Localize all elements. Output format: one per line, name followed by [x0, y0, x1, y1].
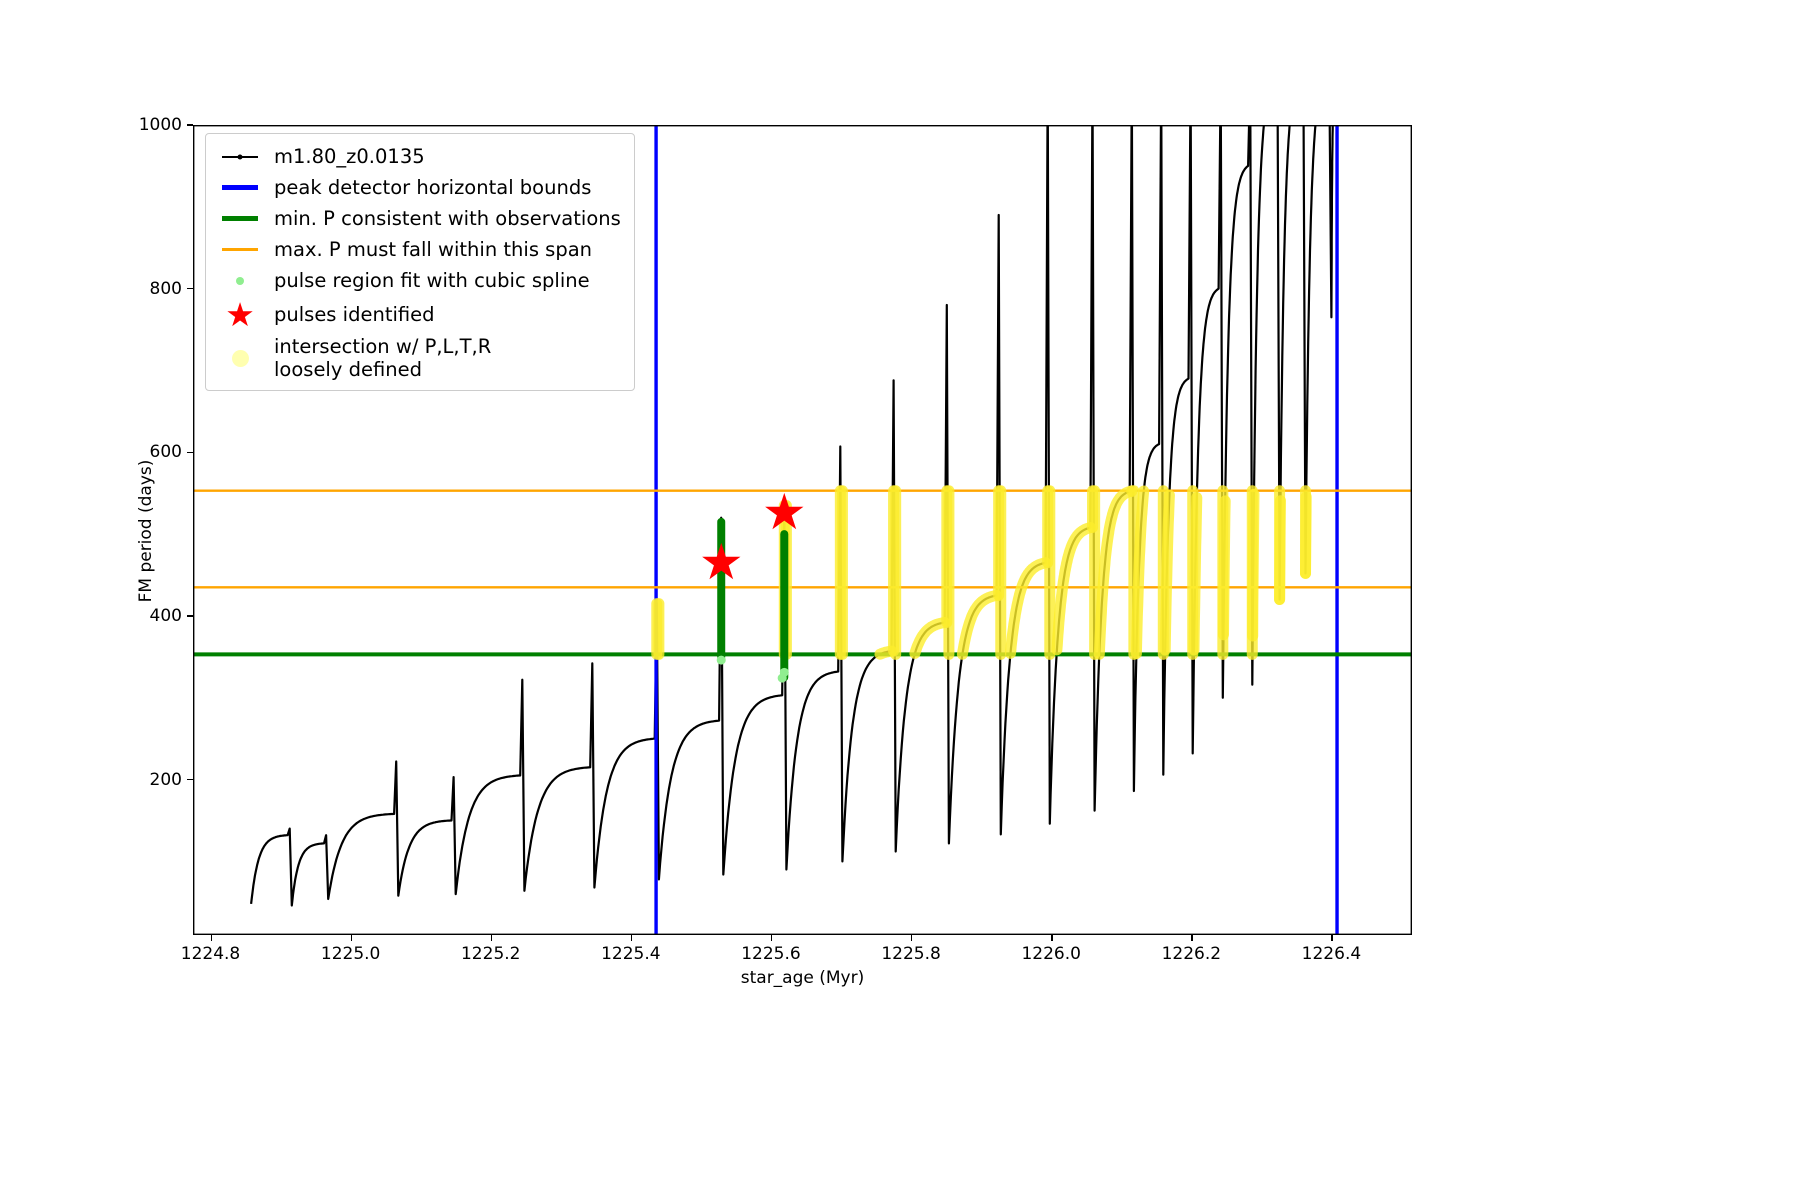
- y-tick-label: 200: [149, 769, 182, 790]
- x-tick-label: 1224.8: [180, 944, 241, 964]
- legend-item-spline: pulse region fit with cubic spline: [219, 267, 621, 294]
- legend-label: m1.80_z0.0135: [274, 145, 425, 168]
- blue-line-icon: [219, 185, 261, 190]
- legend-item-min-p: min. P consistent with observations: [219, 205, 621, 232]
- x-tick-mark: [490, 935, 493, 941]
- yellow-overlay: [1188, 492, 1203, 656]
- y-tick-label: 400: [149, 605, 182, 626]
- plot-area: ★ ★ m1.80_z0.0135 peak detector horizontal…: [193, 125, 1412, 935]
- yellow-overlay: [1005, 557, 1052, 659]
- legend-label: intersection w/ P,L,T,R loosely defined: [274, 335, 492, 381]
- yellow-dot-icon: [219, 349, 261, 367]
- legend-label: pulses identified: [274, 303, 435, 326]
- x-tick-label: 1225.2: [460, 944, 521, 964]
- legend-label: peak detector horizontal bounds: [274, 176, 592, 199]
- yellow-overlay: [909, 617, 951, 659]
- legend-item-peak-bounds: peak detector horizontal bounds: [219, 174, 621, 201]
- x-tick-label: 1226.0: [1021, 944, 1081, 964]
- x-tick-mark: [1051, 935, 1053, 941]
- yellow-overlay: [1130, 485, 1150, 660]
- x-tick-mark: [1191, 935, 1193, 941]
- yellow-overlay: [1159, 489, 1175, 656]
- yellow-overlay: [1093, 486, 1136, 660]
- x-tick-mark: [630, 935, 633, 941]
- y-axis-label: FM period (days): [136, 459, 156, 603]
- x-axis-label: star_age (Myr): [740, 968, 865, 988]
- y-tick-mark: [187, 451, 193, 453]
- legend-item-series: m1.80_z0.0135: [219, 143, 621, 170]
- x-tick-label: 1225.4: [601, 944, 661, 964]
- y-tick-mark: [187, 124, 193, 126]
- spline-fit-dot: [716, 655, 726, 665]
- red-star-icon: ★: [225, 295, 255, 334]
- yellow-overlay: [1051, 522, 1096, 656]
- x-tick-mark: [210, 935, 212, 941]
- legend-item-pulses: ★ pulses identified: [219, 298, 621, 331]
- yellow-overlay: [1247, 488, 1260, 642]
- yellow-overlay: [1274, 495, 1286, 605]
- y-tick-label: 1000: [138, 115, 182, 135]
- x-tick-mark: [1331, 935, 1333, 941]
- yellow-overlay: [1218, 495, 1231, 641]
- y-tick-label: 600: [149, 442, 182, 463]
- legend-item-max-p: max. P must fall within this span: [219, 236, 621, 263]
- axes-frame: [193, 125, 1412, 935]
- x-tick-label: 1225.0: [320, 944, 381, 964]
- line-marker-icon: [219, 154, 261, 159]
- y-tick-mark: [187, 778, 193, 781]
- y-tick-mark: [187, 615, 193, 617]
- y-tick-mark: [187, 287, 193, 290]
- x-tick-label: 1226.2: [1161, 944, 1222, 964]
- lightgreen-dot-icon: [219, 276, 261, 285]
- legend-label: max. P must fall within this span: [274, 238, 593, 261]
- yellow-overlay: [1300, 491, 1312, 579]
- yellow-overlay: [956, 590, 1003, 660]
- pulse-star: ★: [699, 533, 744, 591]
- orange-line-icon: [219, 248, 261, 251]
- x-tick-mark: [770, 935, 773, 941]
- legend-label: min. P consistent with observations: [274, 207, 621, 230]
- x-tick-label: 1225.6: [741, 944, 801, 964]
- x-tick-label: 1226.4: [1301, 944, 1362, 964]
- x-tick-label: 1225.8: [881, 944, 941, 964]
- green-line-icon: [219, 216, 261, 221]
- legend-item-intersection: intersection w/ P,L,T,R loosely defined: [219, 335, 621, 381]
- legend-label: pulse region fit with cubic spline: [274, 269, 590, 292]
- series-curve: [250, 125, 1334, 907]
- x-tick-mark: [911, 935, 913, 941]
- pulse-star: ★: [762, 483, 807, 541]
- y-tick-label: 800: [149, 278, 182, 299]
- x-tick-mark: [350, 935, 353, 941]
- spline-fit-dot: [777, 673, 787, 683]
- plot-canvas: ★★: [193, 125, 1412, 935]
